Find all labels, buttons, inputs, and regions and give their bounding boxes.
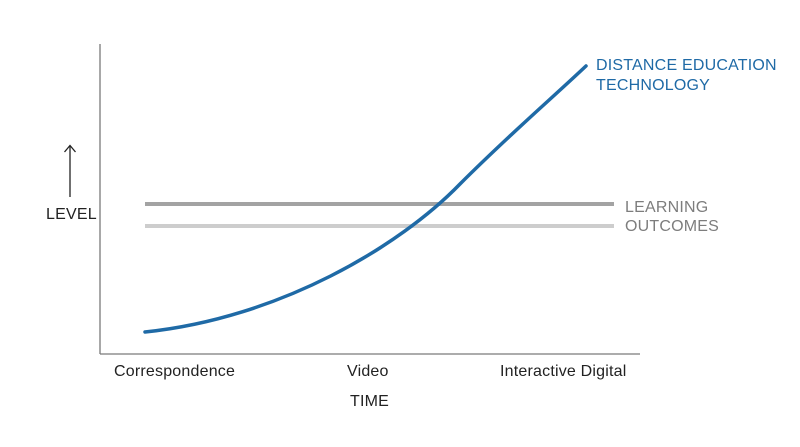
learning-outcomes-label-line1: LEARNING [625, 199, 709, 216]
x-axis-label: TIME [350, 393, 390, 410]
y-axis-label: LEVEL [46, 206, 97, 223]
x-tick-correspondence: Correspondence [114, 363, 236, 380]
x-tick-interactive-digital: Interactive Digital [500, 363, 627, 380]
technology-curve [143, 64, 588, 334]
learning-outcomes-label-line2: OUTCOMES [625, 218, 720, 235]
technology-label-line1: DISTANCE EDUCATION [596, 57, 777, 74]
up-arrow-icon [64, 144, 76, 197]
x-tick-video: Video [347, 363, 389, 380]
technology-label-line2: TECHNOLOGY [596, 77, 711, 94]
